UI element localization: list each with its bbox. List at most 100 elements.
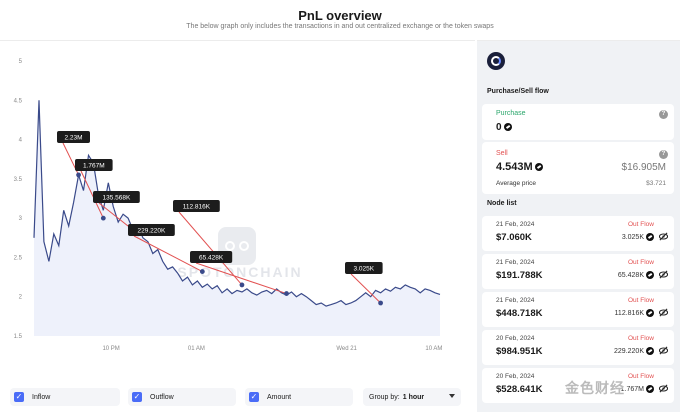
chevron-down-icon	[449, 394, 455, 398]
y-tick-label: 3	[19, 216, 23, 222]
node-list-item[interactable]: 21 Feb, 2024 $448.718K Out Flow 112.816K	[482, 292, 674, 327]
help-icon[interactable]: ?	[659, 110, 668, 119]
annotation-box	[345, 262, 383, 274]
data-point-marker	[239, 282, 245, 288]
node-flow-type: Out Flow	[627, 297, 654, 304]
annotation-box	[57, 131, 90, 143]
group-by-label: Group by:	[369, 393, 400, 401]
node-list-item[interactable]: 21 Feb, 2024 $7.060K Out Flow 3.025K	[482, 216, 674, 251]
annotation-label: 3.025K	[353, 266, 374, 273]
node-usd-value: $984.951K	[496, 346, 543, 357]
annotation-label: 112.816K	[183, 204, 211, 211]
node-amount-row: 112.816K	[615, 309, 654, 317]
annotation-leader-line	[178, 211, 243, 286]
sell-value-row: 4.543M	[496, 161, 543, 173]
average-price-value: $3.721	[646, 180, 666, 187]
node-amount-row: 229.220K	[614, 347, 654, 355]
node-amount: 112.816K	[614, 309, 644, 317]
sell-label: Sell	[496, 150, 508, 157]
annotation-box	[128, 224, 175, 236]
watermark-text: 金色财经	[565, 380, 625, 396]
token-logo-icon	[487, 52, 505, 70]
node-usd-value: $7.060K	[496, 232, 532, 243]
annotation-leader-line	[350, 273, 381, 304]
node-amount: 3.025K	[621, 233, 644, 241]
y-tick-label: 1.5	[14, 334, 23, 340]
annotation-leader-line	[195, 262, 287, 295]
amount-toggle[interactable]: ✓ Amount	[245, 388, 353, 406]
annotation-label: 65.428K	[199, 255, 224, 262]
page-header: PnL overview The below graph only includ…	[0, 0, 680, 40]
token-icon	[646, 309, 654, 317]
eye-off-icon[interactable]	[659, 384, 668, 393]
x-tick-label: 01 AM	[188, 346, 205, 352]
y-tick-label: 4.5	[14, 98, 23, 104]
y-tick-label: 5	[19, 59, 23, 65]
x-tick-label: 10 AM	[425, 346, 442, 352]
node-date: 21 Feb, 2024	[496, 259, 535, 266]
token-icon	[646, 385, 654, 393]
node-flow-type: Out Flow	[627, 335, 654, 342]
node-list-item[interactable]: 21 Feb, 2024 $191.788K Out Flow 65.428K	[482, 254, 674, 289]
token-icon	[646, 347, 654, 355]
purchase-sell-title: Purchase/Sell flow	[487, 88, 549, 95]
outflow-label: Outflow	[150, 393, 174, 401]
annotation-label: 229.220K	[137, 228, 165, 235]
annotation-box	[93, 191, 140, 203]
watermark-logo-ring	[239, 241, 249, 251]
side-panel: Purchase/Sell flow Purchase ? 0 Sell ? 4…	[477, 40, 680, 412]
pnl-chart[interactable]: 5 4.5 4 3.5 3 2.5 2 1.5 SPOTONCHAIN 10 PM 01 AM Wed…	[0, 41, 475, 381]
node-usd-value: $191.788K	[496, 270, 543, 281]
amount-label: Amount	[267, 393, 292, 401]
token-icon	[534, 163, 543, 172]
checkbox-icon: ✓	[14, 392, 24, 402]
pnl-chart-svg: 5 4.5 4 3.5 3 2.5 2 1.5 SPOTONCHAIN 10 PM 01 AM Wed…	[14, 59, 443, 352]
node-amount-row: 3.025K	[622, 233, 654, 241]
node-usd-value: $448.718K	[496, 308, 543, 319]
data-point-marker	[100, 215, 106, 221]
node-list-item[interactable]: 20 Feb, 2024 $528.641K Out Flow 1.767M	[482, 368, 674, 403]
y-tick-label: 4	[19, 138, 23, 144]
x-tick-label: 10 PM	[102, 346, 119, 352]
help-icon[interactable]: ?	[659, 150, 668, 159]
node-date: 20 Feb, 2024	[496, 335, 535, 342]
node-date: 20 Feb, 2024	[496, 373, 535, 380]
page-subtitle: The below graph only includes the transa…	[186, 23, 494, 30]
eye-off-icon[interactable]	[659, 308, 668, 317]
node-amount: 229.220K	[614, 347, 644, 355]
annotation-label: 135.568K	[102, 195, 130, 202]
series-area	[34, 100, 440, 336]
outflow-toggle[interactable]: ✓ Outflow	[128, 388, 236, 406]
eye-off-icon[interactable]	[659, 346, 668, 355]
node-amount-row: 1.767M	[621, 385, 654, 393]
data-point-marker	[378, 300, 383, 306]
chart-watermark: SPOTONCHAIN	[177, 264, 302, 280]
eye-off-icon[interactable]	[659, 270, 668, 279]
node-usd-value: $528.641K	[496, 384, 543, 395]
purchase-value-row: 0	[496, 122, 512, 133]
y-tick-label: 3.5	[14, 177, 23, 183]
y-tick-label: 2.5	[14, 255, 23, 261]
node-flow-type: Out Flow	[627, 221, 654, 228]
watermark-logo-ring	[225, 241, 235, 251]
sell-card: Sell ? 4.543M $16.905M Average price $3.…	[482, 142, 674, 194]
purchase-label: Purchase	[496, 110, 526, 117]
node-list-item[interactable]: 20 Feb, 2024 $984.951K Out Flow 229.220K	[482, 330, 674, 365]
data-point-marker	[284, 291, 289, 296]
node-date: 21 Feb, 2024	[496, 221, 535, 228]
token-icon	[646, 233, 654, 241]
purchase-value: 0	[496, 122, 502, 133]
x-tick-label: Wed 21	[336, 346, 357, 352]
data-point-marker	[199, 269, 205, 274]
inflow-toggle[interactable]: ✓ Inflow	[10, 388, 120, 406]
node-date: 21 Feb, 2024	[496, 297, 535, 304]
chart-panel: 5 4.5 4 3.5 3 2.5 2 1.5 SPOTONCHAIN 10 PM 01 AM Wed…	[0, 40, 475, 412]
checkbox-icon: ✓	[132, 392, 142, 402]
group-by-select[interactable]: Group by: 1 hour	[363, 388, 461, 406]
annotation-label: 1.767M	[83, 163, 105, 170]
token-icon	[646, 271, 654, 279]
eye-off-icon[interactable]	[659, 232, 668, 241]
y-tick-label: 2	[19, 295, 23, 301]
annotation-leader-line	[80, 170, 104, 219]
checkbox-icon: ✓	[249, 392, 259, 402]
